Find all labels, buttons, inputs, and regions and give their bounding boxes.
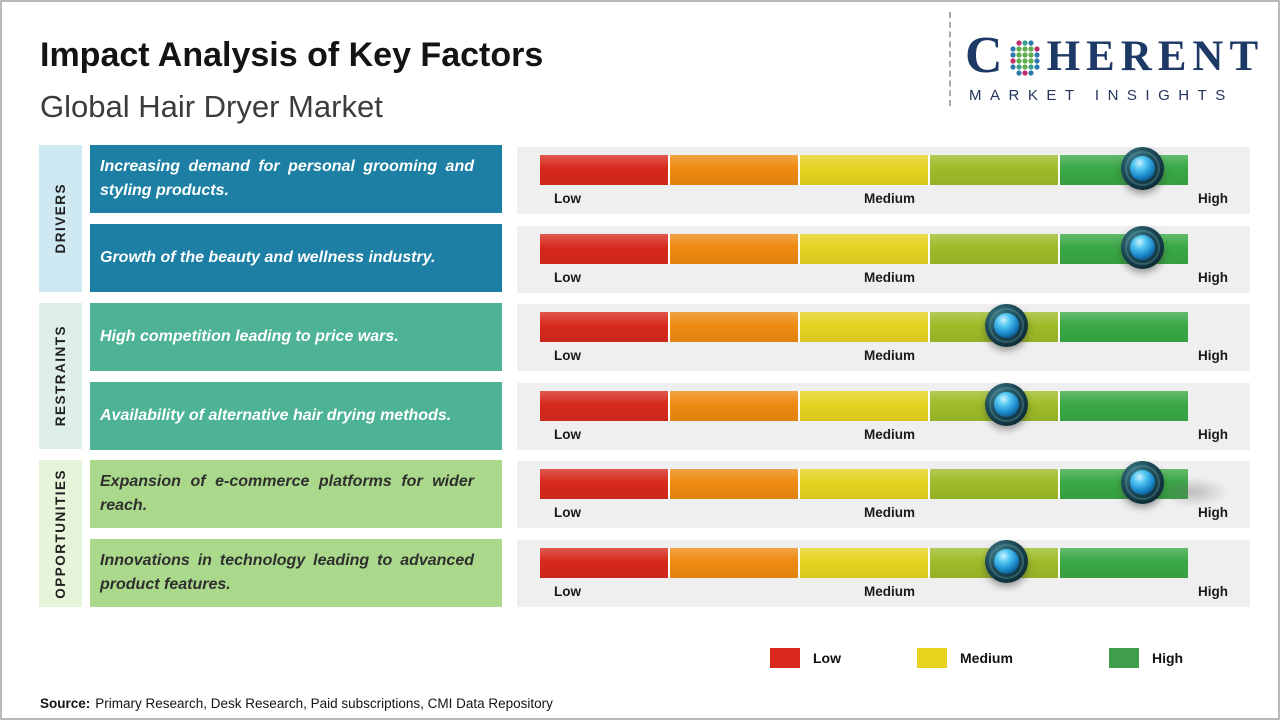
scale-labels: Low Medium High xyxy=(554,270,1228,285)
legend-swatch-high xyxy=(1109,648,1139,668)
factor-text: High competition leading to price wars. xyxy=(100,328,399,345)
scale-labels: Low Medium High xyxy=(554,505,1228,520)
impact-gradient-bar xyxy=(540,312,1188,342)
scale-label-low: Low xyxy=(554,427,581,442)
impact-marker xyxy=(985,304,1029,347)
scale-label-medium: Medium xyxy=(863,348,915,363)
factor-card: Increasing demand for personal grooming … xyxy=(90,145,502,213)
impact-scale-row: Low Medium High xyxy=(517,226,1250,293)
logo-separator-line xyxy=(949,12,951,106)
legend-item-low: Low xyxy=(770,648,841,668)
factor-text: Availability of alternative hair drying … xyxy=(100,407,452,424)
marker-shadow-swoosh xyxy=(1167,477,1229,507)
page-title: Impact Analysis of Key Factors xyxy=(40,36,544,74)
brand-wordmark: C HERENT xyxy=(965,30,1264,82)
scale-label-high: High xyxy=(1197,505,1228,520)
brand-tagline: MARKET INSIGHTS xyxy=(969,87,1234,104)
brand-letters-rest: HERENT xyxy=(1046,32,1265,80)
factor-card: High competition leading to price wars. xyxy=(90,303,502,371)
source-line: Source: Primary Research, Desk Research, … xyxy=(40,696,553,711)
factor-text: Innovations in technology leading to adv… xyxy=(100,552,474,593)
scale-labels: Low Medium High xyxy=(554,191,1228,206)
scale-labels: Low Medium High xyxy=(554,427,1228,442)
legend-label-medium: Medium xyxy=(960,650,1013,666)
impact-marker xyxy=(985,540,1029,583)
scale-labels: Low Medium High xyxy=(554,348,1228,363)
scale-label-low: Low xyxy=(554,348,581,363)
page-subtitle: Global Hair Dryer Market xyxy=(40,89,383,124)
legend-swatch-medium xyxy=(917,648,947,668)
scale-label-low: Low xyxy=(554,191,581,206)
legend-item-high: High xyxy=(1109,648,1183,668)
factor-card: Expansion of e-commerce platforms for wi… xyxy=(90,460,502,528)
section-label-text: OPPORTUNITIES xyxy=(53,468,68,599)
scale-label-high: High xyxy=(1197,348,1228,363)
impact-marker xyxy=(1121,226,1165,269)
legend-item-medium: Medium xyxy=(917,648,1013,668)
globe-dots-icon xyxy=(1009,40,1040,76)
factor-text: Growth of the beauty and wellness indust… xyxy=(100,249,436,266)
impact-gradient-bar xyxy=(540,155,1188,185)
factor-card: Innovations in technology leading to adv… xyxy=(90,539,502,607)
scale-label-medium: Medium xyxy=(863,505,915,520)
scale-labels: Low Medium High xyxy=(554,584,1228,599)
source-text: Primary Research, Desk Research, Paid su… xyxy=(95,696,553,711)
impact-gradient-bar xyxy=(540,469,1188,499)
factor-card: Availability of alternative hair drying … xyxy=(90,382,502,450)
impact-scale-row: Low Medium High xyxy=(517,461,1250,528)
scale-label-high: High xyxy=(1197,191,1228,206)
impact-gradient-bar xyxy=(540,391,1188,421)
source-label: Source: xyxy=(40,696,91,711)
impact-scale-row: Low Medium High xyxy=(517,304,1250,371)
scale-label-high: High xyxy=(1197,270,1228,285)
scale-label-medium: Medium xyxy=(863,584,915,599)
impact-scale-row: Low Medium High xyxy=(517,147,1250,214)
brand-logo: C HERENT MARKET INSIGHTS xyxy=(965,30,1264,105)
section-label-text: DRIVERS xyxy=(53,183,68,254)
impact-gradient-bar xyxy=(540,548,1188,578)
impact-gradient-bar xyxy=(540,234,1188,264)
factor-card: Growth of the beauty and wellness indust… xyxy=(90,224,502,292)
scale-label-medium: Medium xyxy=(863,191,915,206)
impact-scale-row: Low Medium High xyxy=(517,540,1250,607)
scale-label-low: Low xyxy=(554,505,581,520)
scale-label-low: Low xyxy=(554,584,581,599)
scale-label-high: High xyxy=(1197,427,1228,442)
legend-swatch-low xyxy=(770,648,800,668)
factor-text: Increasing demand for personal grooming … xyxy=(100,158,474,199)
impact-scale-row: Low Medium High xyxy=(517,383,1250,450)
section-label-drivers: DRIVERS xyxy=(39,145,82,292)
impact-marker xyxy=(985,383,1029,426)
impact-marker xyxy=(1121,147,1165,190)
section-label-opportunities: OPPORTUNITIES xyxy=(39,460,82,607)
scale-label-high: High xyxy=(1197,584,1228,599)
section-label-restraints: RESTRAINTS xyxy=(39,303,82,449)
legend-label-low: Low xyxy=(813,650,841,666)
section-label-text: RESTRAINTS xyxy=(53,325,68,427)
scale-label-medium: Medium xyxy=(863,427,915,442)
brand-letter-c: C xyxy=(965,27,1003,84)
scale-label-medium: Medium xyxy=(863,270,915,285)
impact-marker xyxy=(1121,461,1165,504)
legend-label-high: High xyxy=(1152,650,1184,666)
factor-text: Expansion of e-commerce platforms for wi… xyxy=(100,473,474,514)
scale-label-low: Low xyxy=(554,270,581,285)
